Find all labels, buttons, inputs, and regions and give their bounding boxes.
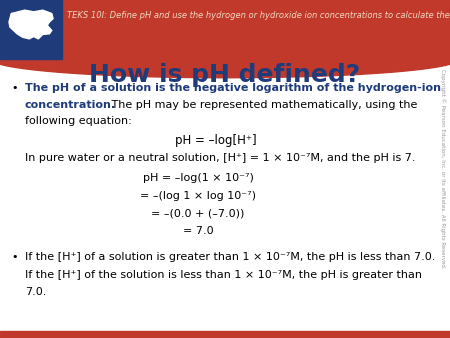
Text: = –(log 1 × log 10⁻⁷): = –(log 1 × log 10⁻⁷)	[140, 191, 256, 201]
Text: = –(0.0 + (–7.0)): = –(0.0 + (–7.0))	[151, 208, 245, 218]
Bar	[0, 331, 450, 338]
Text: = 7.0: = 7.0	[183, 226, 213, 236]
Bar	[0, 0, 450, 59]
Text: TEKS 10I: Define pH and use the hydrogen or hydroxide ion concentrations to calc: TEKS 10I: Define pH and use the hydrogen…	[67, 11, 450, 20]
Text: pH = –log[H⁺]: pH = –log[H⁺]	[175, 134, 257, 147]
Text: 7.0.: 7.0.	[25, 287, 46, 297]
Text: In pure water or a neutral solution, [H⁺] = 1 × 10⁻⁷M, and the pH is 7.: In pure water or a neutral solution, [H⁺…	[25, 153, 415, 164]
Bar	[0, 0, 62, 59]
Text: The ​pH of a solution is the negative logarithm of the hydrogen-ion: The ​pH of a solution is the negative lo…	[25, 83, 441, 93]
Text: If the [H⁺] of a solution is greater than 1 × 10⁻⁷M, the pH is less than 7.0.: If the [H⁺] of a solution is greater tha…	[25, 252, 435, 262]
Text: How is pH defined?: How is pH defined?	[90, 63, 360, 87]
Text: pH = –log(1 × 10⁻⁷): pH = –log(1 × 10⁻⁷)	[143, 173, 253, 183]
Text: If the [H⁺] of the solution is less than 1 × 10⁻⁷M, the pH is greater than: If the [H⁺] of the solution is less than…	[25, 269, 422, 280]
Text: The pH may be represented mathematically, using the: The pH may be represented mathematically…	[108, 99, 418, 110]
Text: Copyright © Pearson Education, Inc. or its affiliates. All Rights Reserved.: Copyright © Pearson Education, Inc. or i…	[441, 69, 446, 269]
Text: •: •	[11, 252, 18, 262]
Polygon shape	[0, 0, 450, 78]
Text: following equation:: following equation:	[25, 116, 131, 126]
Text: concentration.: concentration.	[25, 99, 116, 110]
Text: •: •	[11, 83, 18, 93]
Polygon shape	[9, 10, 53, 39]
